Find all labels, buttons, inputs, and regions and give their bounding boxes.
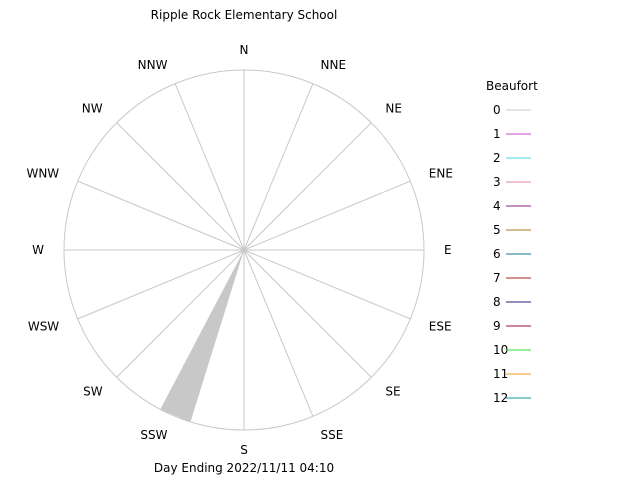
spoke-se — [243, 249, 372, 378]
spoke-ne — [243, 122, 372, 251]
legend-label-4: 4 — [493, 199, 501, 213]
spoke-sw — [116, 249, 245, 378]
legend-label-0: 0 — [493, 103, 501, 117]
direction-label-nnw: NNW — [138, 58, 168, 72]
legend-label-12: 12 — [493, 391, 508, 405]
spoke-nnw — [174, 83, 245, 251]
legend-label-10: 10 — [493, 343, 508, 357]
direction-label-ssw: SSW — [140, 428, 167, 442]
legend-label-2: 2 — [493, 151, 501, 165]
direction-label-ene: ENE — [429, 167, 453, 181]
legend-label-8: 8 — [493, 295, 501, 309]
direction-label-w: W — [32, 243, 44, 257]
direction-label-nw: NW — [82, 102, 103, 116]
chart-footer-label: Day Ending 2022/11/11 04:10 — [154, 461, 334, 475]
direction-label-se: SE — [385, 384, 400, 398]
spoke-sse — [243, 249, 314, 417]
chart-title: Ripple Rock Elementary School — [151, 8, 338, 22]
direction-label-sse: SSE — [321, 428, 344, 442]
direction-label-nne: NNE — [321, 58, 347, 72]
spoke-wsw — [77, 249, 245, 320]
direction-label-sw: SW — [83, 384, 103, 398]
direction-label-wsw: WSW — [28, 320, 59, 334]
legend-label-1: 1 — [493, 127, 501, 141]
legend-label-3: 3 — [493, 175, 501, 189]
direction-labels: N NNE NE ENE E ESE SE SSE S SSW SW WSW W WNW NW NNW — [26, 43, 452, 457]
direction-label-n: N — [240, 43, 249, 57]
legend-label-7: 7 — [493, 271, 501, 285]
legend-label-11: 11 — [493, 367, 508, 381]
direction-label-s: S — [240, 443, 248, 457]
direction-label-wnw: WNW — [26, 167, 59, 181]
direction-label-ese: ESE — [429, 320, 452, 334]
legend-label-9: 9 — [493, 319, 501, 333]
spoke-ene — [243, 180, 411, 251]
direction-label-e: E — [444, 243, 452, 257]
spoke-wnw — [77, 180, 245, 251]
rose-wedges — [160, 250, 244, 422]
legend-title: Beaufort — [486, 79, 538, 93]
wedge-ssw — [160, 250, 244, 422]
spoke-nw — [116, 122, 245, 251]
spoke-ese — [243, 249, 411, 320]
legend-label-5: 5 — [493, 223, 501, 237]
spoke-nne — [243, 83, 314, 251]
legend-label-6: 6 — [493, 247, 501, 261]
direction-label-ne: NE — [385, 102, 402, 116]
